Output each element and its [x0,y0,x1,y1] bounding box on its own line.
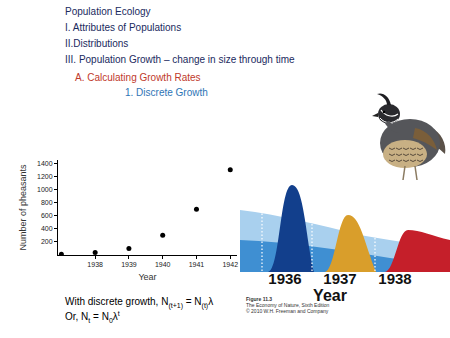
svg-text:1200: 1200 [37,173,53,180]
svg-text:1941: 1941 [189,261,205,268]
html-text:With discrete growth, N(t+1)=: With discrete growth, N(t+1)= N(t)λ [65,296,214,309]
svg-text:1936: 1936 [268,270,301,287]
svg-text:600: 600 [41,212,53,219]
html-text:Population Ecology: Population Ecology [65,6,151,17]
svg-text:1938: 1938 [87,261,103,268]
html-text:A. Calculating Growth Rates: A. Calculating Growth Rates [75,72,201,83]
svg-text:1400: 1400 [37,160,53,167]
svg-text:Year: Year [313,287,347,304]
html-text:II.Distributions: II.Distributions [65,38,129,49]
html-text:The Economy of Nature, Sixth E: The Economy of Nature, Sixth Edition [246,302,330,308]
svg-text:Year: Year [138,272,156,282]
svg-text:400: 400 [41,225,53,232]
svg-text:1937: 1937 [323,270,356,287]
html-text:I. Attributes of Populations: I. Attributes of Populations [65,22,182,33]
html-text:Or, Nt= N0λt: Or, Nt= N0λt [65,310,120,325]
html-text:1. Discrete Growth: 1. Discrete Growth [125,87,208,98]
svg-text:1942: 1942 [222,261,238,268]
svg-text:1938: 1938 [378,270,411,287]
svg-text:1000: 1000 [37,186,53,193]
html-text:III. Population Growth – chang: III. Population Growth – change in size … [65,54,295,65]
svg-text:1940: 1940 [155,261,171,268]
svg-text:1939: 1939 [121,261,137,268]
html-text:© 2010 W.H. Freeman and Compan: © 2010 W.H. Freeman and Company [246,308,329,314]
svg-text:800: 800 [41,199,53,206]
html-text:Figure 11.3: Figure 11.3 [246,296,273,302]
svg-text:200: 200 [41,238,53,245]
svg-text:Number of pheasants: Number of pheasants [18,164,28,251]
